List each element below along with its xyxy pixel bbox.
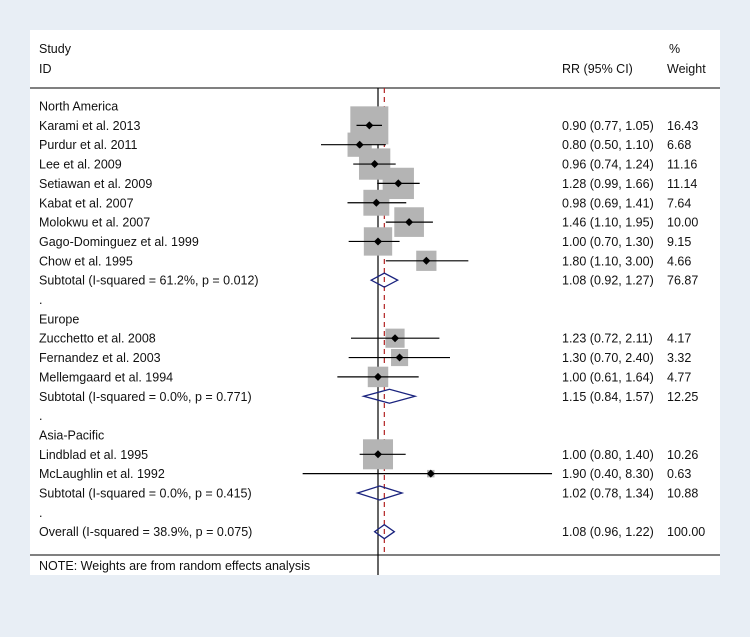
study-ci-text: 0.98 (0.69, 1.41) (562, 196, 654, 210)
spacer-dot: . (39, 409, 42, 423)
group-label: Asia-Pacific (39, 428, 104, 442)
study-label: Lee et al. 2009 (39, 158, 122, 172)
study-ci-text: 1.28 (0.99, 1.66) (562, 177, 654, 191)
study-weight-text: 4.77 (667, 370, 691, 384)
study-weight-text: 4.17 (667, 332, 691, 346)
study-weight-text: 16.43 (667, 119, 698, 133)
subtotal-ci-text: 1.15 (0.84, 1.57) (562, 390, 654, 404)
spacer-dot: . (39, 506, 42, 520)
overall-ci-text: 1.08 (0.96, 1.22) (562, 525, 654, 539)
subtotal-ci-text: 1.08 (0.92, 1.27) (562, 274, 654, 288)
point-estimate (374, 450, 382, 459)
study-header: Study (39, 42, 72, 56)
point-estimate (391, 334, 400, 343)
study-ci-text: 0.96 (0.74, 1.24) (562, 158, 654, 172)
study-weight-text: 7.64 (667, 196, 691, 210)
study-ci-text: 1.90 (0.40, 8.30) (562, 467, 654, 481)
subtotal-label: Subtotal (I-squared = 61.2%, p = 0.012) (39, 274, 259, 288)
forest-marks: North America Karami et al. 2013 0.90 (0.7… (39, 88, 705, 575)
point-estimate (374, 372, 382, 381)
study-weight-text: 11.16 (667, 158, 697, 172)
overall-weight-text: 100.00 (667, 525, 705, 539)
study-weight-text: 11.14 (667, 177, 697, 191)
point-estimate (395, 353, 404, 362)
study-ci-text: 0.80 (0.50, 1.10) (562, 138, 654, 152)
study-label: Gago-Dominguez et al. 1999 (39, 235, 199, 249)
subtotal-diamond (355, 485, 405, 501)
study-weight-text: 10.00 (667, 216, 698, 230)
column-headers: Study ID RR (95% CI) % Weight (39, 42, 706, 76)
overall-label: Overall (I-squared = 38.9%, p = 0.075) (39, 525, 252, 539)
percent-header: % (669, 42, 680, 56)
study-weight-text: 6.68 (667, 138, 691, 152)
point-estimate (405, 218, 414, 227)
study-label: Setiawan et al. 2009 (39, 177, 152, 191)
study-ci-text: 1.46 (1.10, 1.95) (562, 216, 654, 230)
study-label: Chow et al. 1995 (39, 254, 133, 268)
study-label: McLaughlin et al. 1992 (39, 467, 165, 481)
study-label: Lindblad et al. 1995 (39, 448, 148, 462)
point-estimate (394, 179, 403, 188)
weight-header: Weight (667, 62, 706, 76)
group-label: North America (39, 100, 118, 114)
study-label: Fernandez et al. 2003 (39, 351, 161, 365)
forest-plot: Study ID RR (95% CI) % Weight NOTE: Weig… (30, 42, 720, 575)
point-estimate (365, 121, 374, 130)
study-label: Purdur et al. 2011 (39, 138, 137, 152)
id-header: ID (39, 62, 52, 76)
note-text: NOTE: Weights are from random effects an… (39, 559, 310, 573)
study-label: Molokwu et al. 2007 (39, 216, 150, 230)
study-weight-text: 3.32 (667, 351, 691, 365)
subtotal-weight-text: 12.25 (667, 390, 698, 404)
study-ci-text: 1.30 (0.70, 2.40) (562, 351, 654, 365)
study-weight-text: 9.15 (667, 235, 691, 249)
study-weight-text: 0.63 (667, 467, 691, 481)
study-ci-text: 1.23 (0.72, 2.11) (562, 332, 653, 346)
subtotal-weight-text: 10.88 (667, 487, 698, 501)
subtotal-diamond (369, 272, 400, 288)
rr-header: RR (95% CI) (562, 62, 633, 76)
spacer-dot: . (39, 293, 42, 307)
group-label: Europe (39, 312, 79, 326)
forest-plot-panel: Study ID RR (95% CI) % Weight NOTE: Weig… (30, 30, 720, 575)
study-label: Zucchetto et al. 2008 (39, 332, 156, 346)
study-ci-text: 1.80 (1.10, 3.00) (562, 254, 654, 268)
point-estimate (426, 469, 435, 478)
subtotal-weight-text: 76.87 (667, 274, 698, 288)
study-weight-text: 10.26 (667, 448, 698, 462)
study-ci-text: 1.00 (0.61, 1.64) (562, 370, 654, 384)
subtotal-diamond (361, 388, 418, 404)
point-estimate (355, 140, 364, 149)
subtotal-label: Subtotal (I-squared = 0.0%, p = 0.771) (39, 390, 252, 404)
subtotal-label: Subtotal (I-squared = 0.0%, p = 0.415) (39, 487, 252, 501)
point-estimate (422, 256, 431, 265)
study-label: Karami et al. 2013 (39, 119, 140, 133)
point-estimate (374, 237, 382, 246)
overall-diamond (373, 523, 396, 540)
point-estimate (372, 198, 381, 207)
study-label: Kabat et al. 2007 (39, 196, 134, 210)
subtotal-ci-text: 1.02 (0.78, 1.34) (562, 487, 654, 501)
point-estimate (370, 160, 379, 169)
study-weight-text: 4.66 (667, 254, 691, 268)
study-label: Mellemgaard et al. 1994 (39, 370, 173, 384)
study-ci-text: 1.00 (0.70, 1.30) (562, 235, 654, 249)
study-ci-text: 1.00 (0.80, 1.40) (562, 448, 654, 462)
study-ci-text: 0.90 (0.77, 1.05) (562, 119, 654, 133)
